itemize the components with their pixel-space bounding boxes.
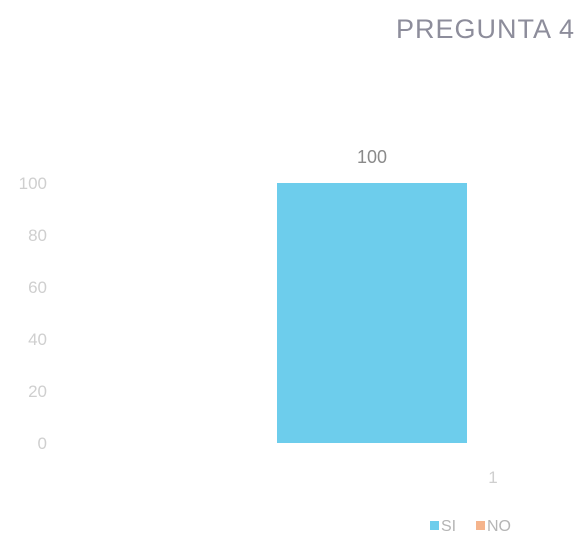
- y-tick-label: 80: [28, 226, 47, 245]
- chart-title: PREGUNTA 4: [396, 14, 575, 44]
- y-tick-label: 100: [19, 174, 47, 193]
- y-axis: 0 20 40 60 80 100: [19, 174, 47, 453]
- bar-si: [277, 183, 467, 443]
- x-axis: 1: [488, 468, 497, 487]
- y-tick-label: 60: [28, 278, 47, 297]
- y-tick-label: 40: [28, 330, 47, 349]
- legend-label-si: SI: [441, 518, 456, 535]
- data-label: 100: [357, 147, 387, 167]
- legend-swatch-si: [430, 521, 439, 530]
- legend: SI NO: [430, 518, 511, 535]
- legend-swatch-no: [476, 521, 485, 530]
- y-tick-label: 0: [38, 434, 47, 453]
- y-tick-label: 20: [28, 382, 47, 401]
- bars: [277, 183, 467, 443]
- data-labels: 100: [357, 147, 387, 167]
- x-category-label: 1: [488, 468, 497, 487]
- legend-label-no: NO: [487, 518, 511, 535]
